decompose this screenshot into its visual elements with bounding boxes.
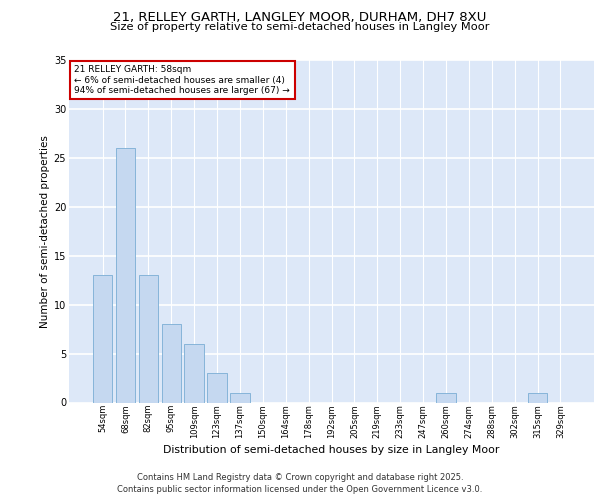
Bar [230, 392, 250, 402]
Text: Contains HM Land Registry data © Crown copyright and database right 2025.
Contai: Contains HM Land Registry data © Crown c… [118, 472, 482, 494]
Bar [436, 392, 455, 402]
Text: 21 RELLEY GARTH: 58sqm
← 6% of semi-detached houses are smaller (4)
94% of semi-: 21 RELLEY GARTH: 58sqm ← 6% of semi-deta… [74, 65, 290, 95]
Bar [139, 276, 158, 402]
Bar [93, 276, 112, 402]
Text: Size of property relative to semi-detached houses in Langley Moor: Size of property relative to semi-detach… [110, 22, 490, 32]
Bar [116, 148, 135, 403]
Bar [161, 324, 181, 402]
Bar [208, 373, 227, 402]
Bar [528, 392, 547, 402]
Bar [184, 344, 204, 403]
Text: 21, RELLEY GARTH, LANGLEY MOOR, DURHAM, DH7 8XU: 21, RELLEY GARTH, LANGLEY MOOR, DURHAM, … [113, 11, 487, 24]
X-axis label: Distribution of semi-detached houses by size in Langley Moor: Distribution of semi-detached houses by … [163, 444, 500, 454]
Y-axis label: Number of semi-detached properties: Number of semi-detached properties [40, 135, 50, 328]
